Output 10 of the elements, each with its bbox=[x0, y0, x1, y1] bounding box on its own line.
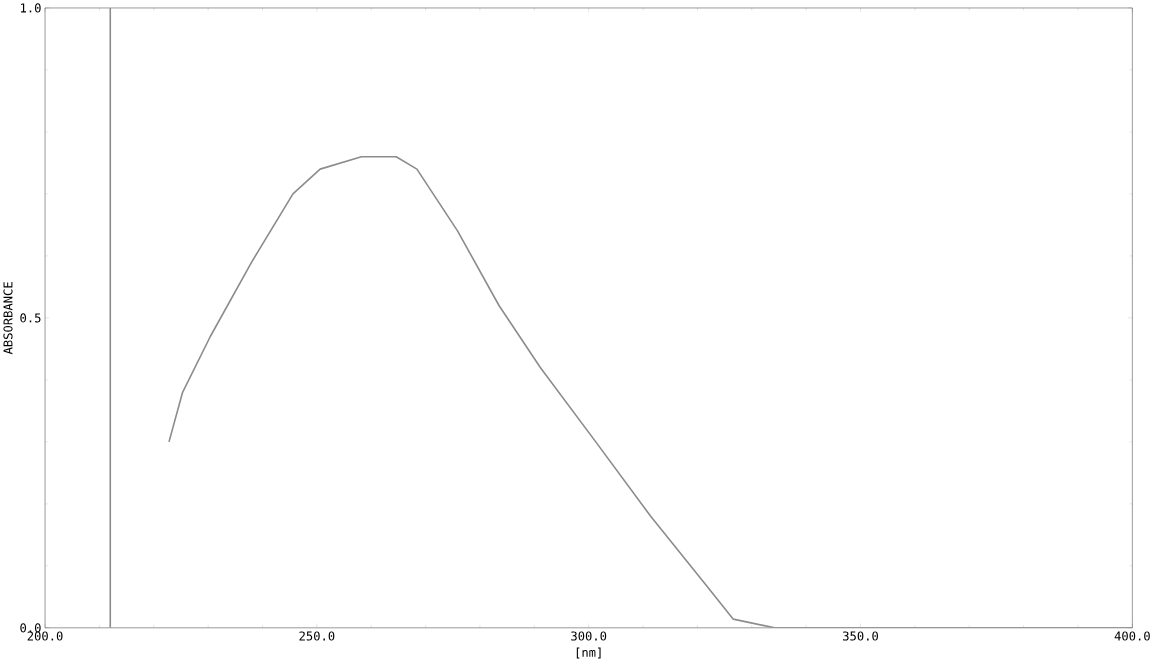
x-tick-label: 300.0 bbox=[571, 631, 607, 641]
y-axis-title: ABSORBANCE bbox=[3, 282, 13, 355]
y-tick-label: 0.0 bbox=[20, 623, 41, 633]
y-tick-label: 0.5 bbox=[20, 313, 41, 323]
x-tick-label: 350.0 bbox=[843, 631, 879, 641]
x-tick-label: 200.0 bbox=[27, 631, 63, 641]
y-tick-label: 1.0 bbox=[20, 3, 41, 13]
x-tick-label: 400.0 bbox=[1114, 631, 1150, 641]
x-axis-title: [nm] bbox=[576, 647, 601, 659]
x-tick-label: 250.0 bbox=[299, 631, 335, 641]
